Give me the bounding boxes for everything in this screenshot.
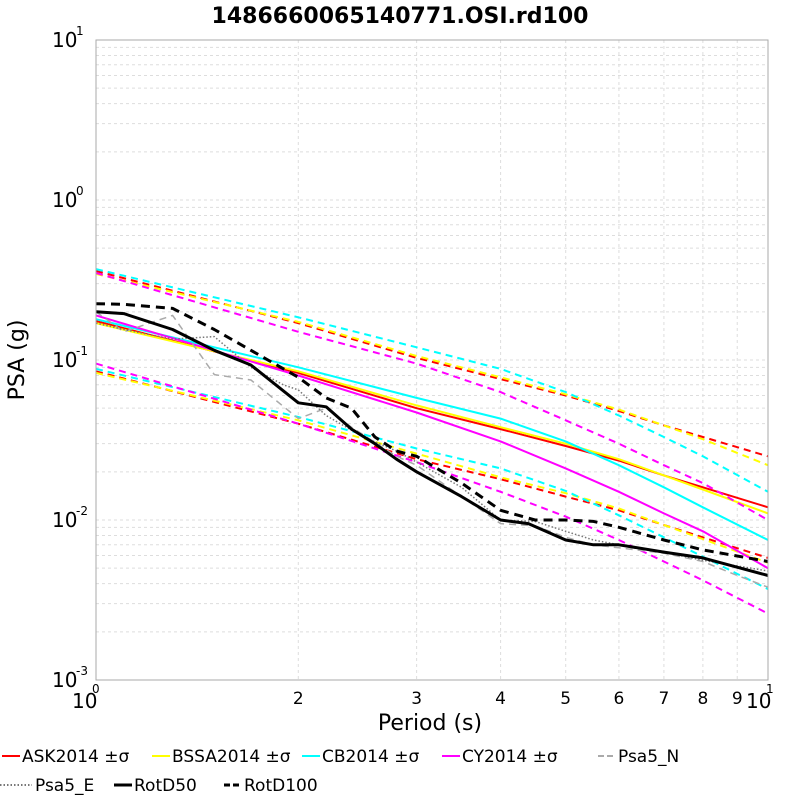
svg-text:0: 0 bbox=[92, 682, 100, 696]
legend-item: Psa5_N bbox=[598, 747, 679, 767]
x-minor-tick-label: 6 bbox=[614, 689, 625, 709]
x-minor-tick-label: 2 bbox=[293, 689, 304, 709]
legend-item: RotD100 bbox=[224, 776, 318, 796]
x-minor-tick-label: 9 bbox=[732, 689, 743, 709]
legend-label: RotD50 bbox=[134, 776, 197, 796]
legend: ASK2014 ±σ BSSA2014 ±σ CB2014 ±σ CY2014 ±σ P… bbox=[0, 747, 679, 796]
x-tick-label: 101 bbox=[746, 682, 774, 713]
x-minor-tick-label: 3 bbox=[411, 689, 422, 709]
y-axis-label: PSA (g) bbox=[5, 320, 30, 401]
svg-text:-3: -3 bbox=[76, 664, 88, 678]
series-cy_plus bbox=[95, 271, 769, 521]
series-cb_plus bbox=[95, 268, 769, 493]
y-tick-label: 100 bbox=[52, 184, 84, 212]
legend-item: CB2014 ±σ bbox=[302, 747, 419, 767]
series-cb_med bbox=[95, 318, 769, 541]
series-bssa_plus bbox=[95, 272, 769, 467]
series-group bbox=[95, 268, 769, 615]
legend-label: CY2014 ±σ bbox=[462, 747, 558, 767]
x-minor-tick-label: 8 bbox=[697, 689, 708, 709]
svg-text:1: 1 bbox=[766, 682, 774, 696]
series-bssa_minus bbox=[95, 371, 769, 564]
x-axis-label: Period (s) bbox=[378, 711, 482, 736]
svg-text:10: 10 bbox=[746, 689, 771, 713]
legend-label: BSSA2014 ±σ bbox=[172, 747, 291, 767]
svg-text:10: 10 bbox=[52, 188, 77, 212]
svg-text:10: 10 bbox=[52, 508, 77, 532]
y-tick-label: 10-3 bbox=[52, 664, 88, 692]
series-cb_minus bbox=[95, 367, 769, 590]
svg-text:1: 1 bbox=[76, 24, 84, 38]
svg-text:10: 10 bbox=[52, 668, 77, 692]
svg-text:0: 0 bbox=[76, 184, 84, 198]
svg-text:10: 10 bbox=[52, 28, 77, 52]
legend-label: Psa5_N bbox=[618, 747, 679, 767]
chart-title: 1486660065140771.OSI.rd100 bbox=[212, 4, 589, 29]
x-minor-tick-label: 4 bbox=[495, 689, 506, 709]
x-tick-label: 100 bbox=[72, 682, 100, 713]
legend-label: RotD100 bbox=[244, 776, 318, 796]
y-tick-label: 10-2 bbox=[52, 504, 88, 532]
svg-text:10: 10 bbox=[52, 348, 77, 372]
plot-frame bbox=[95, 39, 769, 681]
legend-label: CB2014 ±σ bbox=[322, 747, 419, 767]
x-minor-tick-label: 5 bbox=[560, 689, 571, 709]
series-bssa_med bbox=[95, 322, 769, 515]
legend-item: CY2014 ±σ bbox=[442, 747, 558, 767]
legend-item: ASK2014 ±σ bbox=[2, 747, 129, 767]
grid bbox=[96, 40, 768, 680]
series-ask_plus bbox=[95, 270, 769, 458]
legend-label: Psa5_E bbox=[35, 776, 94, 796]
legend-item: Psa5_E bbox=[0, 776, 94, 796]
series-ask_minus bbox=[95, 370, 769, 559]
series-cy_minus bbox=[95, 362, 769, 615]
series-rotd50 bbox=[95, 310, 769, 577]
y-tick-label: 101 bbox=[52, 24, 84, 52]
legend-item: RotD50 bbox=[114, 776, 197, 796]
series-cy_med bbox=[95, 314, 769, 570]
svg-text:-2: -2 bbox=[76, 504, 88, 518]
legend-item: BSSA2014 ±σ bbox=[152, 747, 291, 767]
series-ask_med bbox=[95, 320, 769, 509]
y-tick-label: 10-1 bbox=[52, 344, 88, 372]
svg-text:-1: -1 bbox=[76, 344, 88, 358]
svg-text:10: 10 bbox=[72, 689, 97, 713]
legend-label: ASK2014 ±σ bbox=[22, 747, 129, 767]
x-minor-tick-label: 7 bbox=[658, 689, 669, 709]
